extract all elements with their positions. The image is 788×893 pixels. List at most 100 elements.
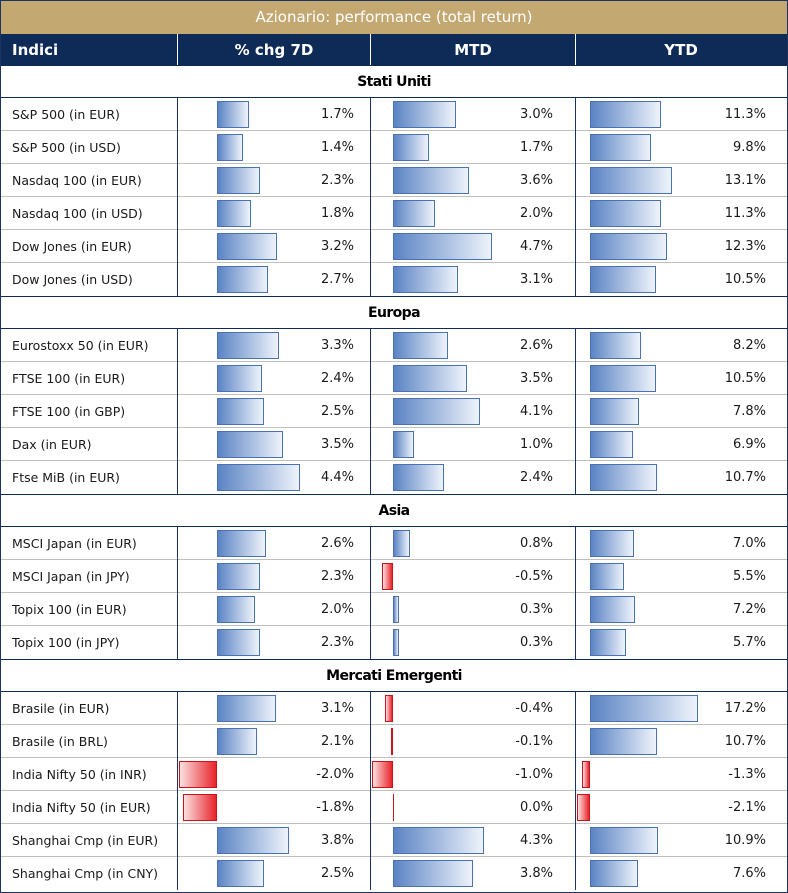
table-row: Shanghai Cmp (in CNY) 2.5% 3.8% 7.6% — [0, 857, 788, 890]
row-divider — [0, 229, 788, 230]
row-divider — [0, 559, 788, 560]
table-row: India Nifty 50 (in INR) -2.0% -1.0% -1.3% — [0, 758, 788, 791]
bar-ytd — [590, 365, 656, 392]
header-divider — [177, 34, 178, 65]
bar-chg-7d — [217, 728, 257, 755]
bar-chg-7d — [217, 695, 276, 722]
column-divider — [575, 98, 576, 296]
value-chg-7d: 2.3% — [320, 173, 354, 188]
table-row: Dow Jones (in EUR) 3.2% 4.7% 12.3% — [0, 230, 788, 263]
table-row: MSCI Japan (in EUR) 2.6% 0.8% 7.0% — [0, 527, 788, 560]
table-row: FTSE 100 (in GBP) 2.5% 4.1% 7.8% — [0, 395, 788, 428]
column-divider — [370, 692, 371, 890]
value-ytd: 11.3% — [724, 107, 766, 122]
table-row: Topix 100 (in EUR) 2.0% 0.3% 7.2% — [0, 593, 788, 626]
table-row: Topix 100 (in JPY) 2.3% 0.3% 5.7% — [0, 626, 788, 659]
bar-chg-7d — [217, 530, 267, 557]
table-row: Nasdaq 100 (in USD) 1.8% 2.0% 11.3% — [0, 197, 788, 230]
column-divider — [177, 527, 178, 659]
index-label: Brasile (in EUR) — [12, 701, 110, 716]
value-mtd: 2.4% — [519, 470, 553, 485]
table-row: Dax (in EUR) 3.5% 1.0% 6.9% — [0, 428, 788, 461]
value-mtd: 0.0% — [519, 800, 553, 815]
bar-mtd — [393, 365, 467, 392]
bar-mtd — [393, 794, 394, 821]
value-ytd: 7.2% — [732, 602, 766, 617]
row-divider — [0, 196, 788, 197]
bar-chg-7d — [217, 101, 250, 128]
value-ytd: 10.5% — [724, 272, 766, 287]
bar-ytd — [590, 200, 661, 227]
index-label: Nasdaq 100 (in EUR) — [12, 173, 142, 188]
value-chg-7d: 3.1% — [320, 701, 354, 716]
index-label: Brasile (in BRL) — [12, 734, 108, 749]
row-divider — [0, 724, 788, 725]
table-row: S&P 500 (in EUR) 1.7% 3.0% 11.3% — [0, 98, 788, 131]
bar-mtd — [393, 200, 436, 227]
bar-ytd — [590, 134, 652, 161]
header-row: Indici % chg 7D MTD YTD — [0, 34, 788, 65]
value-ytd: 10.9% — [724, 833, 766, 848]
index-label: FTSE 100 (in EUR) — [12, 371, 126, 386]
row-divider — [0, 130, 788, 131]
bar-chg-7d — [217, 233, 278, 260]
bar-mtd — [393, 332, 448, 359]
value-mtd: 1.0% — [519, 437, 553, 452]
value-ytd: 7.8% — [732, 404, 766, 419]
value-mtd: 0.3% — [519, 635, 553, 650]
bar-ytd — [590, 101, 661, 128]
bar-chg-7d — [179, 761, 217, 788]
value-ytd: 6.9% — [732, 437, 766, 452]
index-label: Dax (in EUR) — [12, 437, 92, 452]
bar-chg-7d — [217, 200, 252, 227]
value-mtd: -1.0% — [515, 767, 553, 782]
table-row: Shanghai Cmp (in EUR) 3.8% 4.3% 10.9% — [0, 824, 788, 857]
index-label: Eurostoxx 50 (in EUR) — [12, 338, 149, 353]
value-chg-7d: 2.5% — [320, 866, 354, 881]
bar-chg-7d — [217, 167, 261, 194]
bar-chg-7d — [217, 827, 289, 854]
row-divider — [0, 856, 788, 857]
value-mtd: 3.0% — [519, 107, 553, 122]
value-mtd: 4.1% — [519, 404, 553, 419]
bar-mtd — [393, 431, 415, 458]
value-chg-7d: 3.3% — [320, 338, 354, 353]
table-title: Azionario: performance (total return) — [0, 0, 788, 34]
bar-ytd — [590, 596, 635, 623]
table-row: Nasdaq 100 (in EUR) 2.3% 3.6% 13.1% — [0, 164, 788, 197]
value-chg-7d: 3.5% — [320, 437, 354, 452]
bar-ytd — [590, 629, 626, 656]
value-ytd: 8.2% — [732, 338, 766, 353]
value-ytd: -1.3% — [728, 767, 766, 782]
column-divider — [177, 98, 178, 296]
column-divider — [370, 527, 371, 659]
bar-mtd — [393, 530, 410, 557]
header-ytd: YTD — [664, 40, 698, 59]
row-divider — [0, 361, 788, 362]
value-mtd: 0.8% — [519, 536, 553, 551]
bar-mtd — [393, 266, 459, 293]
value-chg-7d: 4.4% — [320, 470, 354, 485]
bar-chg-7d — [217, 860, 265, 887]
bar-ytd — [590, 266, 656, 293]
value-chg-7d: 1.8% — [320, 206, 354, 221]
value-chg-7d: 2.5% — [320, 404, 354, 419]
value-mtd: 3.8% — [519, 866, 553, 881]
bar-ytd — [590, 530, 634, 557]
bar-ytd — [590, 563, 625, 590]
bar-ytd — [590, 728, 657, 755]
bar-mtd — [382, 563, 393, 590]
row-divider — [0, 757, 788, 758]
row-divider — [0, 163, 788, 164]
value-ytd: 5.7% — [732, 635, 766, 650]
section-header: Mercati Emergenti — [0, 659, 788, 692]
column-divider — [177, 692, 178, 890]
column-divider — [370, 98, 371, 296]
index-label: S&P 500 (in EUR) — [12, 107, 120, 122]
value-ytd: 10.7% — [724, 734, 766, 749]
table-row: Brasile (in EUR) 3.1% -0.4% 17.2% — [0, 692, 788, 725]
column-divider — [177, 329, 178, 494]
column-divider — [575, 527, 576, 659]
bar-chg-7d — [217, 464, 301, 491]
